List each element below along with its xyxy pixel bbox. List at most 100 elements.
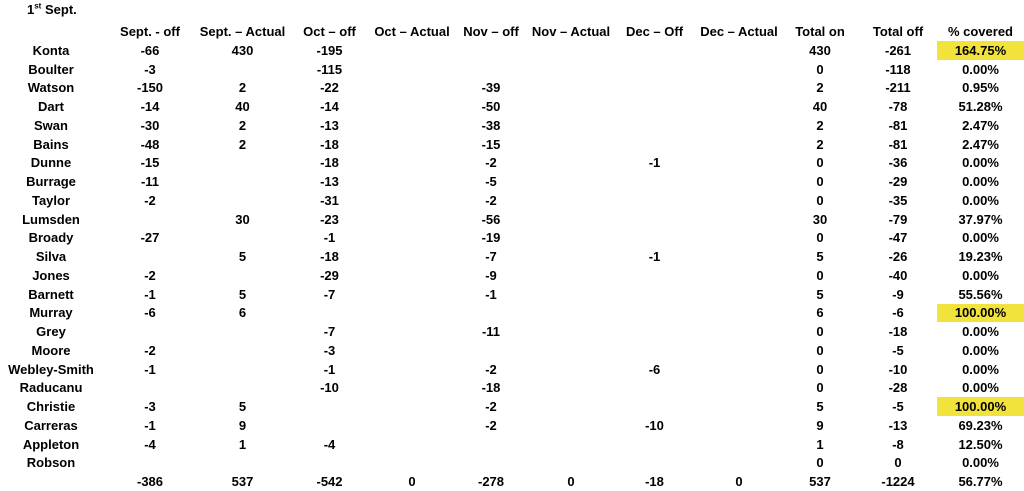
cell[interactable]: 55.56%	[958, 286, 1003, 302]
cell[interactable]	[372, 41, 452, 60]
cell[interactable]	[530, 116, 612, 135]
cell[interactable]	[697, 116, 781, 135]
column-header[interactable]: Dec – Actual	[700, 24, 778, 39]
cell[interactable]	[612, 97, 697, 116]
cell[interactable]: -7	[485, 249, 497, 265]
cell[interactable]	[697, 97, 781, 116]
cell[interactable]	[198, 60, 287, 79]
corner-cell[interactable]	[0, 22, 102, 41]
cell[interactable]	[452, 60, 530, 79]
cell[interactable]	[612, 135, 697, 154]
cell[interactable]	[372, 172, 452, 191]
cell[interactable]	[452, 454, 530, 473]
cell[interactable]: -1	[144, 417, 156, 433]
cell[interactable]	[372, 79, 452, 98]
cell[interactable]: -15	[481, 136, 501, 152]
cell[interactable]: -81	[888, 117, 908, 133]
cell[interactable]: 2	[816, 80, 824, 96]
totals-cell[interactable]: -386	[136, 474, 164, 490]
row-label[interactable]: Christie	[26, 399, 76, 415]
cell[interactable]	[530, 360, 612, 379]
cell[interactable]	[198, 191, 287, 210]
totals-cell[interactable]: 537	[809, 474, 831, 490]
cell[interactable]: 5	[238, 249, 247, 265]
cell[interactable]: 0.95%	[962, 80, 999, 96]
cell[interactable]: -78	[888, 99, 908, 115]
cell[interactable]	[612, 341, 697, 360]
cell[interactable]: 0	[816, 174, 824, 190]
totals-cell[interactable]: -542	[316, 474, 343, 490]
cell[interactable]	[372, 247, 452, 266]
cell[interactable]: -18	[888, 324, 908, 340]
cell[interactable]: 40	[812, 99, 828, 115]
cell[interactable]	[372, 304, 452, 323]
column-header[interactable]: Oct – Actual	[374, 24, 450, 39]
cell[interactable]	[452, 304, 530, 323]
cell[interactable]: 0	[894, 455, 902, 471]
cell[interactable]: -47	[888, 230, 908, 246]
cell[interactable]: -13	[320, 174, 339, 190]
cell[interactable]: -1	[323, 230, 336, 246]
cell[interactable]: 0	[816, 230, 824, 246]
cell[interactable]	[372, 116, 452, 135]
cell[interactable]	[612, 304, 697, 323]
cell[interactable]: -3	[144, 61, 156, 77]
cell[interactable]	[612, 379, 697, 398]
totals-cell[interactable]: 0	[567, 474, 575, 490]
cell[interactable]	[697, 135, 781, 154]
row-label[interactable]: Dunne	[30, 155, 72, 171]
totals-cell[interactable]: -18	[645, 474, 664, 490]
cell[interactable]: 6	[816, 305, 824, 321]
cell[interactable]: -118	[885, 61, 911, 77]
cell[interactable]: -7	[323, 286, 336, 302]
cell[interactable]	[372, 397, 452, 416]
cell[interactable]: -23	[320, 211, 339, 227]
cell[interactable]	[697, 191, 781, 210]
cell[interactable]: -3	[323, 342, 336, 358]
cell[interactable]	[530, 135, 612, 154]
cell[interactable]	[697, 416, 781, 435]
cell[interactable]	[452, 435, 530, 454]
column-header[interactable]: Oct – off	[303, 24, 356, 39]
cell[interactable]	[372, 341, 452, 360]
cell[interactable]	[198, 360, 287, 379]
cell[interactable]: -7	[323, 324, 336, 340]
cell[interactable]: -36	[888, 155, 908, 171]
cell[interactable]: -18	[320, 249, 339, 265]
cell[interactable]: -195	[316, 42, 343, 58]
cell[interactable]: 0.00%	[962, 342, 999, 358]
cell[interactable]: -1	[648, 249, 661, 265]
cell[interactable]: 2	[816, 117, 824, 133]
cell[interactable]	[198, 266, 287, 285]
cell[interactable]: 2	[238, 80, 247, 96]
cell[interactable]	[530, 266, 612, 285]
cell[interactable]: 0.00%	[962, 192, 999, 208]
cell[interactable]	[530, 285, 612, 304]
cell[interactable]: 0.00%	[962, 174, 999, 190]
cell[interactable]	[372, 210, 452, 229]
cell[interactable]	[530, 229, 612, 248]
column-header[interactable]: Dec – Off	[625, 24, 684, 39]
cell[interactable]: 5	[816, 286, 824, 302]
cell[interactable]: 164.75%	[937, 41, 1024, 60]
cell[interactable]: 30	[812, 211, 828, 227]
cell[interactable]: 2.47%	[962, 117, 999, 133]
cell[interactable]	[102, 210, 198, 229]
cell[interactable]	[612, 435, 697, 454]
cell[interactable]: 0.00%	[962, 61, 999, 77]
cell[interactable]	[102, 379, 198, 398]
cell[interactable]	[530, 322, 612, 341]
cell[interactable]	[697, 60, 781, 79]
cell[interactable]	[102, 322, 198, 341]
cell[interactable]	[287, 416, 372, 435]
cell[interactable]	[102, 247, 198, 266]
cell[interactable]	[452, 41, 530, 60]
cell[interactable]	[372, 435, 452, 454]
cell[interactable]: -15	[140, 155, 160, 171]
cell[interactable]: 0	[816, 455, 824, 471]
cell[interactable]	[372, 322, 452, 341]
cell[interactable]	[372, 454, 452, 473]
cell[interactable]: 5	[816, 249, 824, 265]
cell[interactable]	[612, 172, 697, 191]
cell[interactable]	[372, 135, 452, 154]
